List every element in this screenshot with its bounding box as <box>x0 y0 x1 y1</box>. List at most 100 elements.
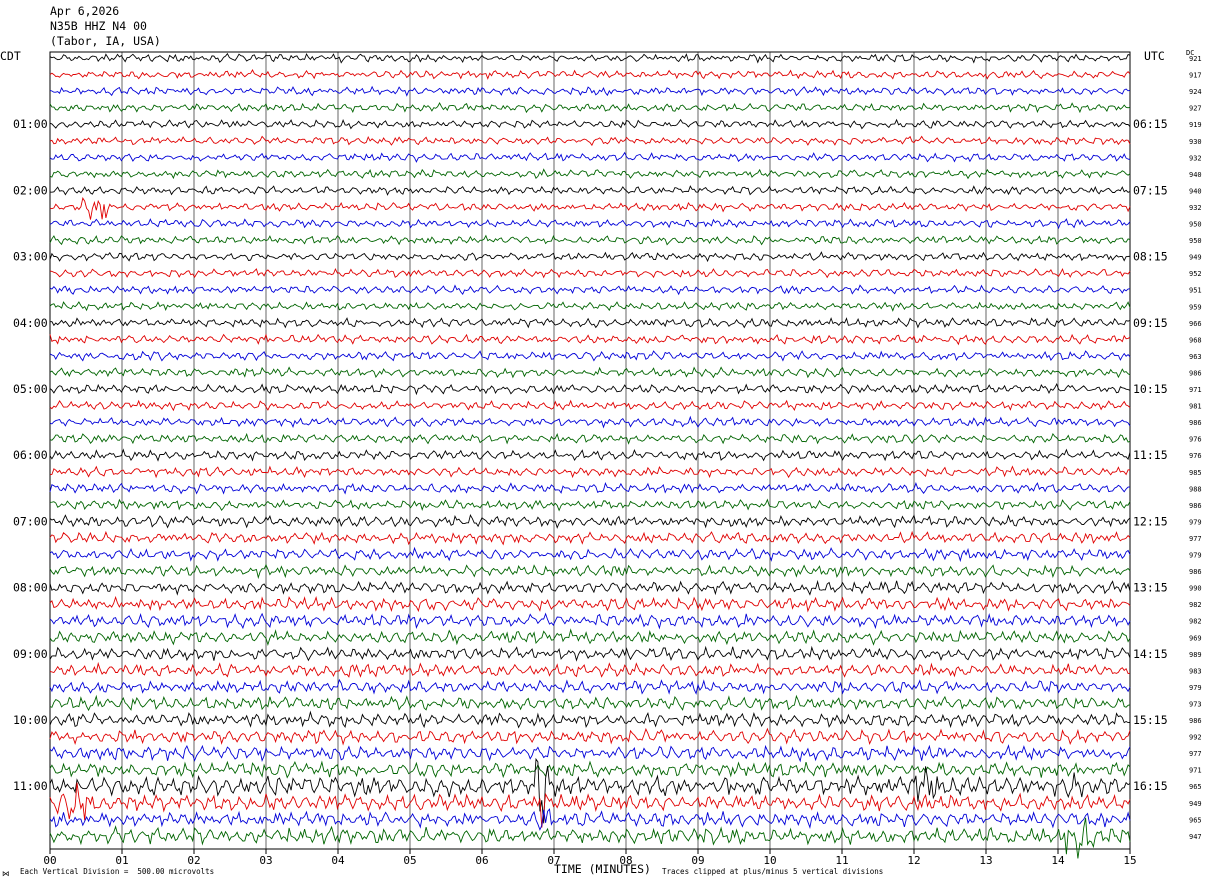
left-hour-label: 10:00 <box>13 713 48 727</box>
dc-offset-label: 979 <box>1189 684 1202 692</box>
dc-offset-label: 989 <box>1189 651 1202 659</box>
dc-offset-label: 977 <box>1189 750 1202 758</box>
trace-red <box>49 197 1131 220</box>
clip-note: Traces clipped at plus/minus 5 vertical … <box>662 867 884 876</box>
dc-offset-label: 992 <box>1189 734 1202 742</box>
trace-green <box>49 234 1131 246</box>
trace-green <box>49 432 1131 445</box>
right-hour-label: 10:15 <box>1133 382 1168 396</box>
x-tick-label: 12 <box>907 854 920 867</box>
trace-green <box>49 563 1131 580</box>
trace-green <box>49 498 1131 512</box>
dc-offset-label: 977 <box>1189 535 1202 543</box>
trace-blue <box>49 350 1131 362</box>
trace-black <box>49 317 1131 329</box>
dc-offset-label: 930 <box>1189 138 1202 146</box>
trace-black <box>49 382 1131 396</box>
dc-offset-label: 949 <box>1189 254 1202 262</box>
dc-offset-label: 979 <box>1189 552 1202 560</box>
dc-offset-label: 965 <box>1189 783 1202 791</box>
trace-red <box>49 267 1131 279</box>
trace-blue <box>49 678 1131 695</box>
dc-offset-label: 968 <box>1189 336 1202 344</box>
x-tick-label: 03 <box>259 854 272 867</box>
right-hour-label: 12:15 <box>1133 514 1168 528</box>
right-timezone-label: UTC <box>1144 49 1165 63</box>
scale-note: Each Vertical Division = 500.00 microvol… <box>20 867 215 876</box>
dc-offset-label: 986 <box>1189 502 1202 510</box>
trace-black <box>49 579 1131 596</box>
dc-offset-label: 981 <box>1189 403 1202 411</box>
dc-offset-label: 971 <box>1189 767 1202 775</box>
trace-black <box>49 757 1131 824</box>
dc-offset-label: 976 <box>1189 452 1202 460</box>
trace-black <box>49 514 1131 529</box>
dc-offset-label: 951 <box>1189 287 1202 295</box>
left-hour-label: 03:00 <box>13 250 48 264</box>
trace-black <box>49 185 1131 196</box>
dc-header-label: DC <box>1186 49 1195 57</box>
trace-green <box>49 817 1131 859</box>
dc-offset-label: 952 <box>1189 270 1202 278</box>
dc-offset-label: 917 <box>1189 72 1202 80</box>
dc-offset-label: 949 <box>1189 800 1202 808</box>
right-hour-label: 07:15 <box>1133 183 1168 197</box>
x-tick-label: 09 <box>691 854 704 867</box>
left-hour-label: 07:00 <box>13 514 48 528</box>
trace-red <box>49 782 1131 828</box>
trace-blue <box>49 546 1131 563</box>
dc-offset-label: 971 <box>1189 386 1202 394</box>
right-hour-label: 13:15 <box>1133 581 1168 595</box>
dc-offset-label: 985 <box>1189 469 1202 477</box>
dc-offset-label: 932 <box>1189 154 1202 162</box>
left-hour-label: 02:00 <box>13 183 48 197</box>
trace-red <box>49 333 1131 346</box>
dc-offset-label: 990 <box>1189 585 1202 593</box>
dc-offset-label: 986 <box>1189 419 1202 427</box>
trace-black <box>49 118 1131 130</box>
x-tick-label: 04 <box>331 854 345 867</box>
dc-offset-label: 921 <box>1189 55 1202 63</box>
dc-offset-label: 973 <box>1189 700 1202 708</box>
trace-black <box>49 710 1131 729</box>
trace-black <box>49 52 1131 64</box>
trace-red <box>49 530 1131 546</box>
trace-black <box>49 448 1131 462</box>
dc-offset-label: 976 <box>1189 436 1202 444</box>
dc-offset-label: 950 <box>1189 237 1202 245</box>
trace-blue <box>49 808 1131 831</box>
left-hour-label: 01:00 <box>13 117 48 131</box>
x-tick-label: 02 <box>187 854 200 867</box>
trace-green <box>49 694 1131 712</box>
dc-offset-label: 986 <box>1189 369 1202 377</box>
dc-offset-label: 979 <box>1189 518 1202 526</box>
right-hour-label: 09:15 <box>1133 316 1168 330</box>
dc-offset-label: 940 <box>1189 171 1202 179</box>
dc-offset-label: 966 <box>1189 320 1202 328</box>
trace-blue <box>49 151 1131 163</box>
trace-green <box>49 366 1131 379</box>
trace-green <box>49 168 1131 180</box>
right-hour-label: 16:15 <box>1133 779 1168 793</box>
trace-blue <box>49 85 1131 97</box>
trace-red <box>49 135 1131 147</box>
x-tick-label: 15 <box>1123 854 1136 867</box>
right-hour-label: 14:15 <box>1133 647 1168 661</box>
header-station: N35B HHZ N4 00 <box>50 19 147 33</box>
trace-red <box>49 595 1131 613</box>
x-tick-label: 11 <box>835 854 848 867</box>
dc-offset-label: 983 <box>1189 667 1202 675</box>
dc-offset-label: 919 <box>1189 121 1202 129</box>
trace-black <box>49 645 1131 662</box>
left-hour-label: 11:00 <box>13 779 48 793</box>
header-date: Apr 6,2026 <box>50 4 120 18</box>
right-hour-label: 11:15 <box>1133 448 1168 462</box>
x-tick-label: 07 <box>547 854 560 867</box>
dc-offset-label: 963 <box>1189 353 1202 361</box>
dc-offset-label: 982 <box>1189 601 1202 609</box>
dc-offset-label: 986 <box>1189 717 1202 725</box>
left-hour-label: 05:00 <box>13 382 48 396</box>
corner-glyph: ⋈ <box>2 869 10 878</box>
x-axis-title: TIME (MINUTES) <box>554 862 651 876</box>
dc-offset-label: 940 <box>1189 187 1202 195</box>
